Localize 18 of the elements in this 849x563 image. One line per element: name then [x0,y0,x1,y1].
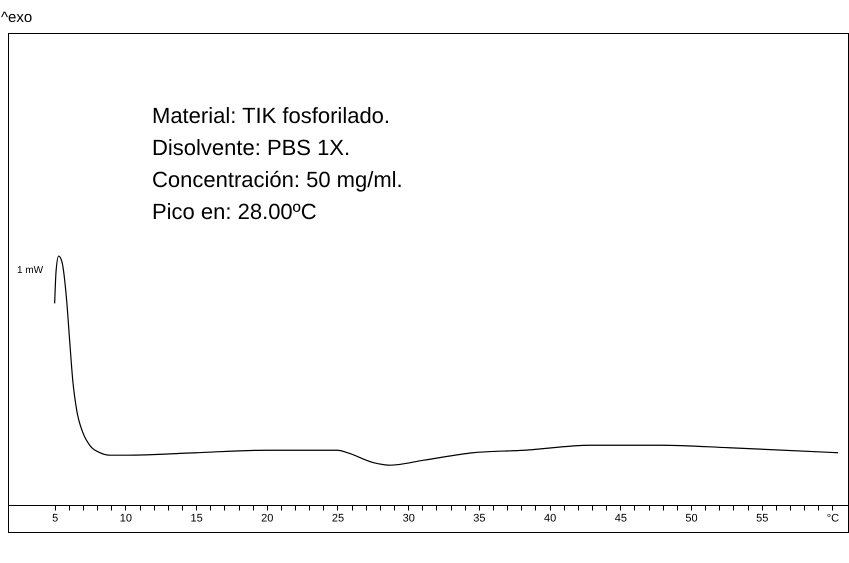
text: Concentración: 50 mg/ml. [152,167,403,192]
text: ^exo [1,9,32,26]
x-tick-label: 15 [190,512,203,524]
x-tick-label: 55 [756,512,768,524]
x-tick-label: °C [826,512,840,524]
x-tick-label: 45 [614,512,627,524]
x-tick-label: 30 [402,512,415,524]
x-tick-label: 25 [332,512,344,524]
x-tick-label: 10 [120,512,132,524]
x-tick-label: 5 [52,512,58,524]
x-tick-label: 50 [685,512,698,524]
annotation: 1 mW [16,265,44,276]
text: Pico en: 28.00ºC [152,199,317,224]
text: Disolvente: PBS 1X. [152,135,350,160]
text: Material: TIK fosforilado. [152,103,390,128]
x-tick-label: 20 [261,512,274,524]
x-tick-label: 40 [544,512,556,524]
x-tick-label: 35 [473,512,486,524]
